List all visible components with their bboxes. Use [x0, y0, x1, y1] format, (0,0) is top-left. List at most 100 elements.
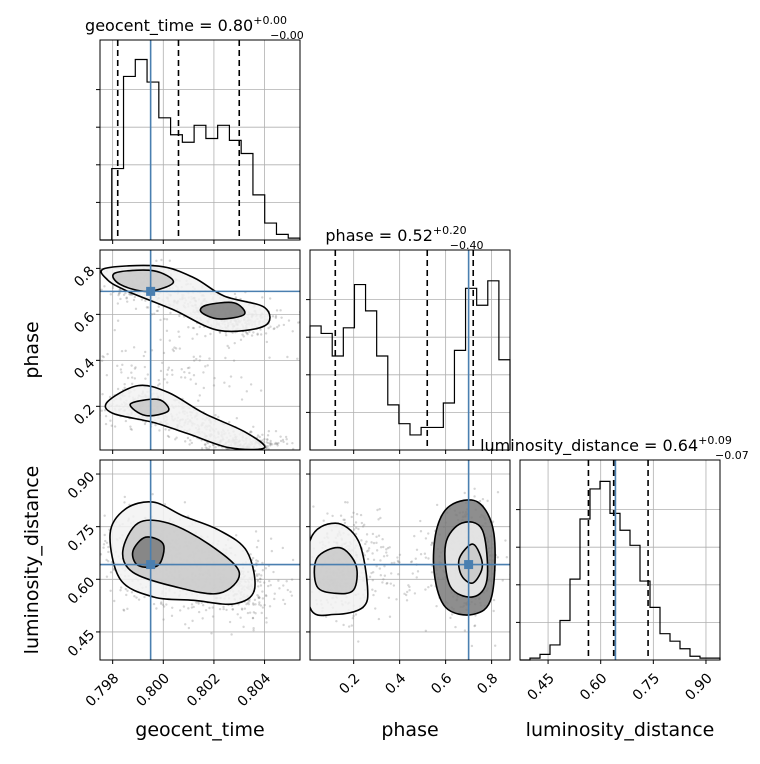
sample-point: [158, 382, 161, 386]
sample-point: [262, 454, 264, 456]
sample-point: [228, 620, 232, 624]
panel-content: [100, 460, 300, 660]
sample-point: [473, 624, 476, 628]
sample-point: [236, 453, 238, 455]
sample-point: [214, 414, 217, 417]
x-tick-label: 0.6: [428, 670, 455, 697]
sample-point: [259, 328, 262, 331]
panel-frame: [309, 459, 511, 661]
sample-point: [103, 514, 106, 517]
sample-point: [178, 335, 181, 338]
sample-point: [248, 330, 251, 333]
sample-point: [290, 578, 294, 581]
sample-point: [209, 332, 212, 336]
hist-step-geocent_time: [100, 58, 301, 241]
sample-point: [269, 442, 272, 446]
sample-point: [261, 433, 264, 436]
sample-point: [388, 546, 391, 549]
sample-point: [424, 556, 428, 559]
sample-point: [265, 594, 268, 598]
sample-point: [126, 607, 129, 611]
sample-point: [237, 453, 239, 455]
sample-point: [100, 409, 103, 412]
sample-point: [120, 371, 123, 374]
sample-point: [259, 389, 263, 392]
sample-point: [206, 364, 209, 367]
sample-point: [126, 376, 130, 380]
sample-point: [383, 574, 387, 577]
sample-point: [228, 385, 231, 388]
sample-point: [67, 367, 69, 369]
sample-point: [260, 574, 263, 577]
sample-point: [263, 603, 266, 607]
sample-point: [165, 603, 168, 606]
sample-point: [354, 521, 358, 524]
sample-point: [363, 554, 366, 557]
sample-point: [130, 591, 134, 594]
y-axis-label-luminosity_distance: luminosity_distance: [21, 466, 43, 655]
panel-frame: [519, 459, 721, 661]
sample-point: [80, 352, 82, 354]
sample-point: [249, 553, 252, 556]
sample-point: [285, 580, 288, 583]
sample-point: [201, 617, 204, 620]
sample-point: [419, 530, 423, 533]
sample-point: [263, 437, 266, 441]
sample-point: [130, 376, 134, 379]
sample-point: [252, 425, 255, 428]
y-tick-label: 0.90: [65, 469, 98, 502]
sample-point: [276, 442, 279, 446]
sample-point: [178, 347, 182, 350]
sample-point: [103, 409, 107, 412]
sample-point: [102, 355, 105, 359]
sample-point: [256, 560, 260, 563]
sample-point: [286, 355, 289, 359]
sample-point: [186, 366, 190, 370]
sample-point: [198, 355, 202, 358]
sample-point: [386, 546, 390, 550]
sample-point: [405, 599, 409, 602]
sample-point: [254, 603, 257, 606]
sample-point: [197, 610, 201, 614]
sample-point: [463, 629, 467, 632]
sample-point: [69, 398, 71, 400]
scatter-panel-luminosity_distance-vs-phase: [300, 459, 511, 661]
sample-point: [192, 355, 195, 359]
panel-frame: [309, 249, 511, 451]
sample-point: [160, 258, 163, 262]
sample-point: [378, 567, 382, 570]
sample-point: [258, 603, 261, 606]
sample-point: [265, 441, 269, 444]
sample-point: [230, 604, 234, 607]
sample-point: [92, 378, 94, 380]
sample-point: [268, 297, 272, 300]
sample-point: [282, 323, 286, 327]
sample-point: [116, 319, 120, 322]
sample-point: [269, 444, 272, 447]
sample-point: [159, 318, 162, 322]
sample-point: [368, 575, 372, 579]
sample-point: [255, 573, 259, 576]
sample-point: [190, 606, 194, 609]
sample-point: [146, 373, 150, 376]
sample-point: [211, 606, 214, 609]
sample-point: [159, 602, 163, 605]
sample-point: [427, 532, 430, 535]
sample-point: [222, 607, 225, 611]
sample-point: [379, 546, 383, 549]
sample-point: [202, 371, 205, 374]
sample-point: [264, 332, 268, 335]
sample-point: [352, 614, 355, 618]
x-tick-label: 0.2: [336, 670, 363, 697]
sample-point: [157, 305, 160, 308]
sample-point: [274, 315, 278, 318]
sample-point: [473, 624, 477, 627]
sample-point: [300, 586, 302, 588]
sample-point: [463, 491, 466, 495]
sample-point: [385, 554, 389, 557]
sample-point: [183, 370, 186, 374]
sample-point: [285, 442, 289, 446]
sample-point: [249, 430, 252, 433]
sample-point: [435, 503, 439, 507]
sample-point: [106, 352, 109, 356]
